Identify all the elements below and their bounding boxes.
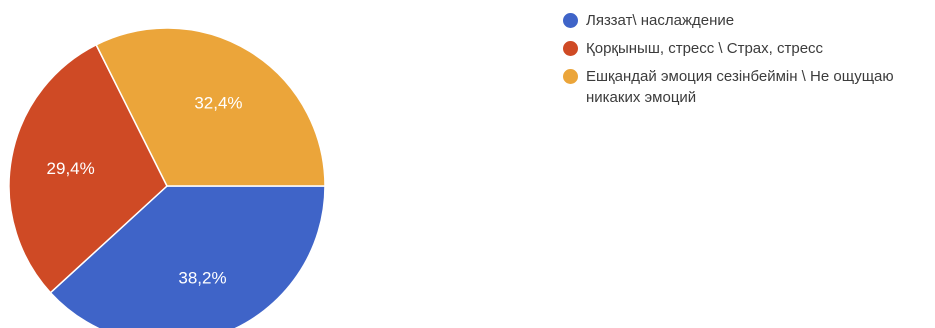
pie-slice-pleasure xyxy=(49,185,326,328)
legend-item-pleasure: Ляззат\ наслаждение xyxy=(563,10,935,31)
legend-item-fear-stress: Қорқыныш, стресс \ Страх, стресс xyxy=(563,38,935,59)
legend-item-no-emotion: Ешқандай эмоция сезінбеймін \ Не ощущаю … xyxy=(563,66,935,108)
legend-label-no-emotion: Ешқандай эмоция сезінбеймін \ Не ощущаю … xyxy=(586,68,894,106)
pie-label-fear-stress: 29,4% xyxy=(47,159,95,178)
pie-slice-no-emotion xyxy=(95,27,326,187)
legend-label-pleasure: Ляззат\ наслаждение xyxy=(586,12,735,29)
chart-legend: Ляззат\ наслаждение Қорқыныш, стресс \ С… xyxy=(563,10,935,115)
legend-label-fear-stress: Қорқыныш, стресс \ Страх, стресс xyxy=(586,40,824,57)
legend-swatch-fear-stress xyxy=(563,41,578,56)
pie-label-no-emotion: 32,4% xyxy=(194,94,242,113)
legend-swatch-pleasure xyxy=(563,13,578,28)
pie-slice-fear-stress xyxy=(8,43,168,294)
pie-label-pleasure: 38,2% xyxy=(178,268,226,287)
legend-swatch-no-emotion xyxy=(563,69,578,84)
